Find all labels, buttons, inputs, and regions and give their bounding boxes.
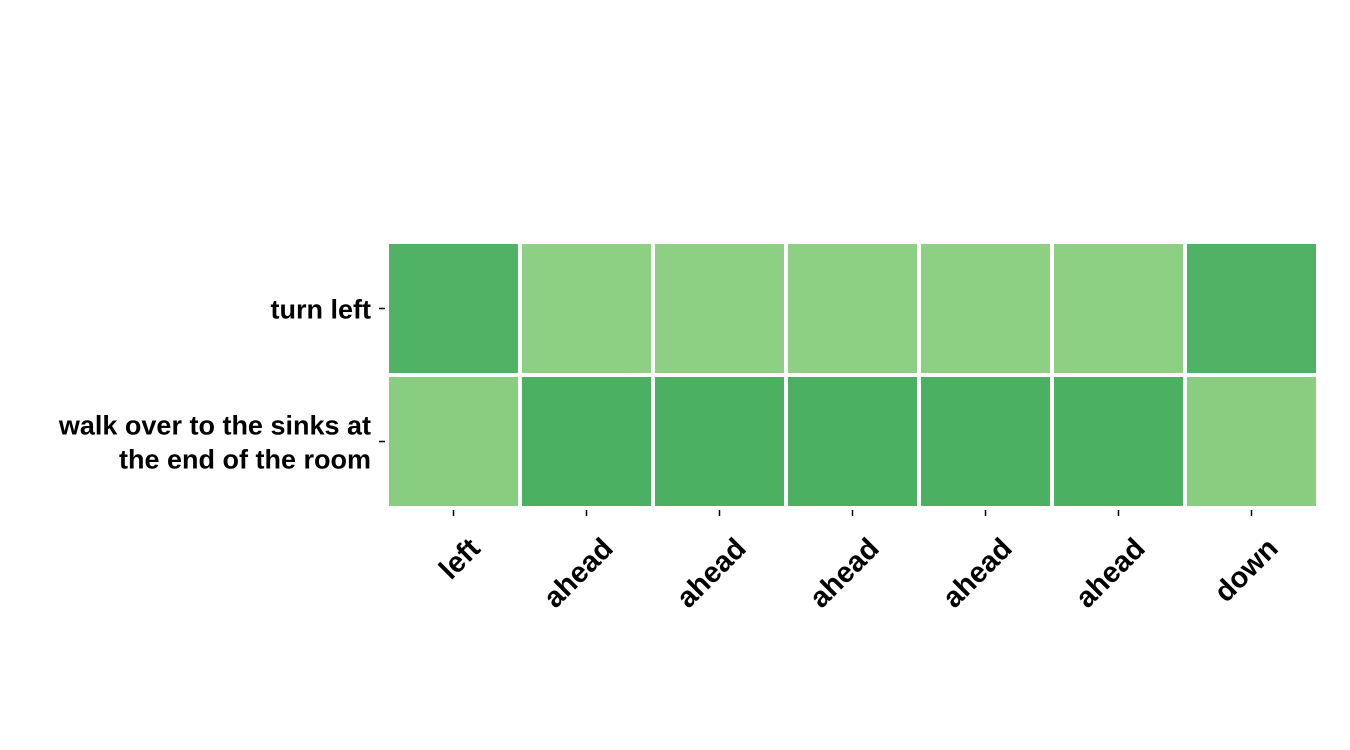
column-label-2: ahead xyxy=(671,532,753,614)
row-label-line: the end of the room xyxy=(119,445,371,475)
heatmap-cell-r0-c1 xyxy=(518,240,655,377)
heatmap-cell-r1-c4 xyxy=(917,373,1054,510)
heatmap-cell-r0-c4 xyxy=(917,240,1054,377)
column-label-6: down xyxy=(1208,532,1284,608)
heatmap-cell-r1-c1 xyxy=(518,373,655,510)
heatmap-cells xyxy=(385,240,1320,510)
heatmap-cell-r1-c0 xyxy=(385,373,522,510)
heatmap-cell-r0-c6 xyxy=(1183,240,1320,377)
heatmap-cell-r1-c5 xyxy=(1050,373,1187,510)
column-label-3: ahead xyxy=(804,532,886,614)
heatmap-cell-r0-c0 xyxy=(385,240,522,377)
column-label-4: ahead xyxy=(937,532,1019,614)
heatmap-cell-r1-c3 xyxy=(784,373,921,510)
row-label-line: turn left xyxy=(271,295,372,325)
heatmap-cell-r1-c2 xyxy=(651,373,788,510)
column-label-0: left xyxy=(433,532,487,586)
column-label-1: ahead xyxy=(538,532,620,614)
row-label-1: walk over to the sinks at the end of the … xyxy=(58,411,371,475)
row-label-0: turn left xyxy=(271,295,372,325)
row-label-line: walk over to the sinks at xyxy=(58,411,371,441)
heatmap-cell-r0-c5 xyxy=(1050,240,1187,377)
column-label-5: ahead xyxy=(1070,532,1152,614)
heatmap-cell-r0-c3 xyxy=(784,240,921,377)
heatmap-cell-r1-c6 xyxy=(1183,373,1320,510)
row-labels: turn left walk over to the sinks at the en… xyxy=(58,295,385,475)
column-labels: left ahead ahead ahead ahead ahead down xyxy=(433,510,1285,614)
heatmap-cell-r0-c2 xyxy=(651,240,788,377)
